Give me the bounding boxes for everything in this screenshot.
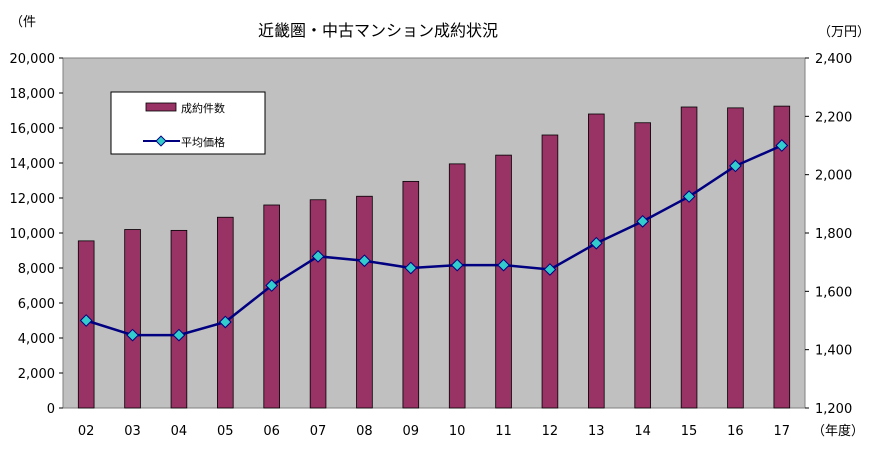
price-marker [404,261,418,275]
legend-box [110,91,266,155]
price-marker [358,254,371,268]
legend: 成約件数 平均価格 [110,91,266,155]
right-axis: 1,200 1,400 1,600 1,800 2,000 2,200 2,400 [805,52,852,417]
right-tick-label: 1,600 [815,285,852,300]
legend-bar-label: 成約件数 [181,101,225,115]
x-tick-label: 09 [403,424,420,439]
x-tick-label: 14 [634,424,651,439]
bar [124,229,141,409]
x-tick-label: 05 [217,424,234,439]
left-tick-label: 8,000 [18,262,55,277]
right-tick-label: 1,400 [815,344,852,359]
price-marker [543,263,557,276]
x-tick-label: 06 [263,424,280,439]
x-tick-label: 03 [124,424,141,439]
right-tick-label: 1,800 [815,227,852,242]
left-tick-label: 2,000 [18,367,55,382]
left-tick-label: 18,000 [10,87,56,102]
x-tick-label: 07 [310,424,327,439]
left-tick-label: 14,000 [10,157,56,172]
price-marker [589,236,603,250]
bar [773,105,791,409]
price-marker [79,314,93,327]
chart-title: 近畿圏・中古マンション成約状況 [258,21,498,40]
left-axis-unit: （件 [10,15,36,30]
bar [263,204,280,409]
price-marker [311,249,325,263]
price-marker [450,258,464,272]
left-tick-label: 6,000 [18,297,55,312]
x-axis: 02 03 04 05 06 07 08 09 10 11 12 13 14 15 16 17 [78,424,790,439]
price-line [85,144,783,337]
x-tick-label: 13 [588,424,605,439]
left-axis: 0 2,000 4,000 6,000 8,000 10,000 12,000 14,000 1… [10,52,63,417]
bar [680,106,698,409]
x-tick-label: 02 [78,424,95,439]
legend-line-marker [155,135,167,147]
price-marker [682,190,696,203]
x-tick-label: 15 [681,424,698,439]
right-tick-label: 2,000 [815,169,852,184]
left-tick-label: 0 [47,402,55,417]
x-tick-label: 17 [774,424,791,439]
right-tick-label: 2,400 [815,52,852,67]
bar-series [77,105,791,409]
price-marker [636,214,650,228]
bar [309,199,327,409]
right-axis-unit: （万円） [818,25,870,40]
legend-line-label: 平均価格 [181,135,225,149]
bar [402,180,420,409]
x-tick-label: 12 [542,424,559,439]
price-marker [172,328,186,342]
right-tick-label: 2,200 [815,110,852,125]
x-axis-unit: （年度） [812,423,864,439]
price-marker [265,279,279,292]
bar [495,154,512,409]
bar [727,107,744,409]
bar [588,113,605,409]
bar [217,216,234,409]
left-tick-label: 10,000 [10,227,56,242]
price-marker [775,139,789,152]
legend-bar-swatch [145,102,177,112]
left-tick-label: 4,000 [18,332,55,347]
price-marker [729,159,742,173]
line-series [79,139,789,342]
price-marker [126,328,139,342]
left-tick-label: 20,000 [10,52,56,67]
left-tick-label: 12,000 [10,192,56,207]
x-tick-label: 11 [495,424,512,439]
bar [634,122,651,409]
x-tick-label: 10 [449,424,466,439]
price-marker [497,258,510,272]
x-tick-label: 04 [171,424,188,439]
left-tick-label: 16,000 [10,122,56,137]
right-tick-label: 1,200 [815,402,852,417]
bar [448,163,466,409]
x-tick-label: 16 [727,424,744,439]
bar [170,229,188,409]
x-tick-label: 08 [356,424,373,439]
price-marker [218,315,232,329]
bar [356,195,373,409]
